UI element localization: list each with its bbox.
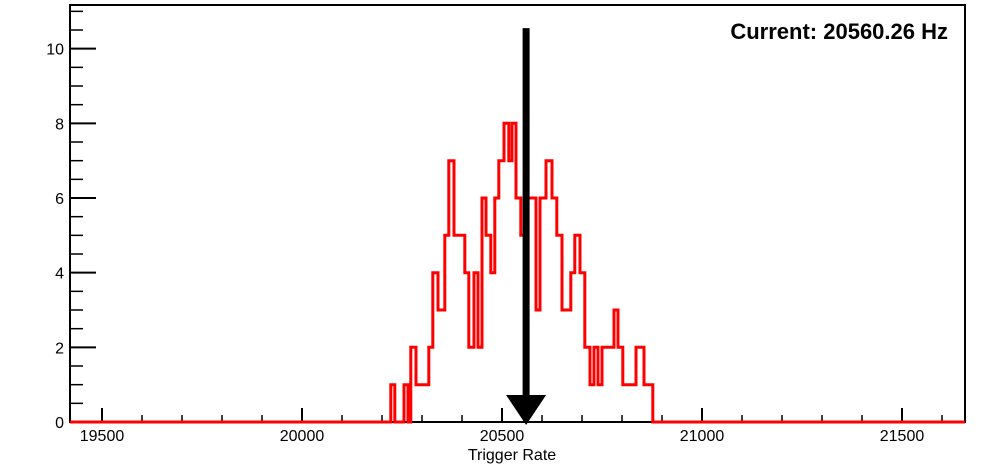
y-tick-label: 2 xyxy=(55,340,64,357)
x-tick-label: 20000 xyxy=(280,428,325,445)
plot-frame xyxy=(69,4,966,423)
x-tick-label: 20500 xyxy=(480,428,525,445)
y-tick-label: 10 xyxy=(46,42,64,59)
histogram-step-line xyxy=(70,121,965,424)
x-tick-label: 21500 xyxy=(880,428,925,445)
current-rate-arrow-head xyxy=(506,395,547,425)
y-tick-label: 0 xyxy=(55,415,64,432)
y-tick-label: 8 xyxy=(55,116,64,133)
y-tick-label: 6 xyxy=(55,191,64,208)
x-tick-label: 19500 xyxy=(80,428,125,445)
y-tick-label: 4 xyxy=(55,266,64,283)
x-axis-title: Trigger Rate xyxy=(468,447,556,464)
x-tick-label: 21000 xyxy=(680,428,725,445)
chart-title: Current: 20560.26 Hz xyxy=(730,19,948,44)
